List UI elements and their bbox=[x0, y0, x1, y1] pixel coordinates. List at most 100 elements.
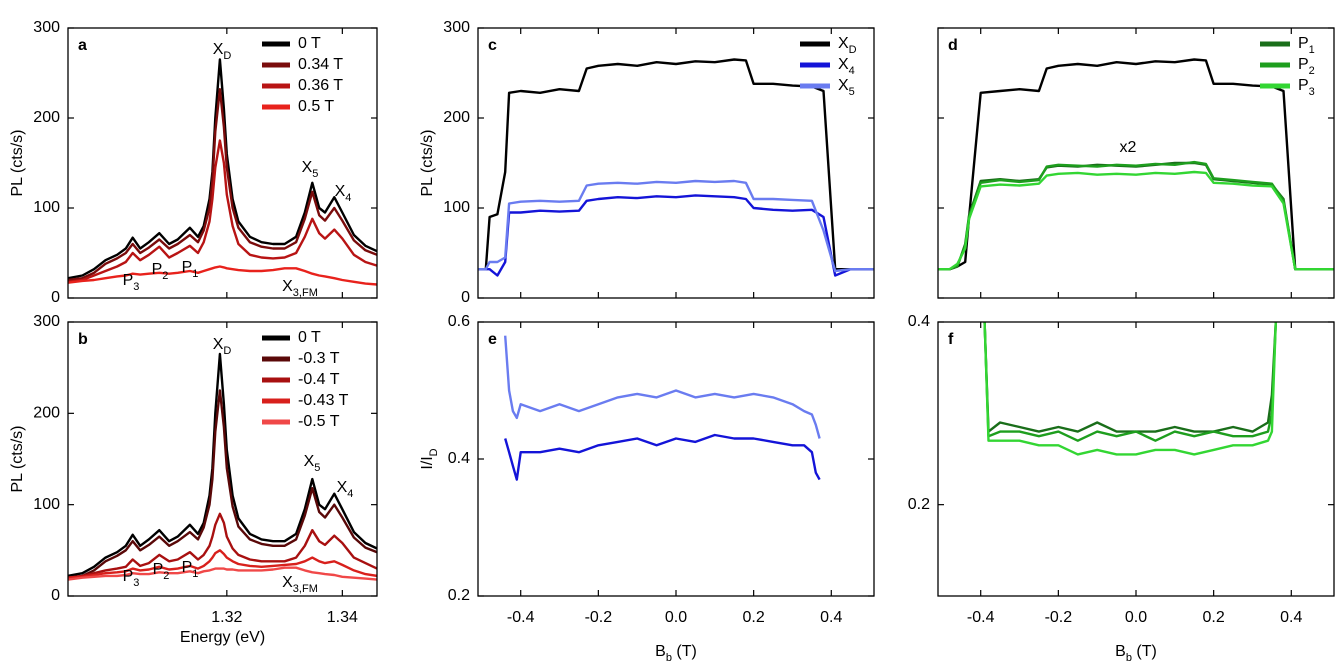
curve bbox=[68, 549, 377, 579]
y-axis-label: PL (cts/s) bbox=[419, 130, 436, 197]
plot-area bbox=[478, 58, 874, 277]
text-part: -0.5 T bbox=[298, 413, 340, 430]
subscript: 4 bbox=[849, 65, 855, 77]
legend-label: X5 bbox=[838, 77, 855, 98]
legend-label: X4 bbox=[838, 56, 855, 77]
text-part: X bbox=[337, 479, 348, 496]
x-axis-label: Bb (T) bbox=[655, 643, 697, 664]
subscript: D bbox=[223, 50, 231, 62]
subscript: 2 bbox=[162, 270, 168, 282]
text-part: -0.4 T bbox=[298, 371, 340, 388]
subscript: 3,FM bbox=[293, 583, 318, 595]
annotation: XD bbox=[213, 336, 232, 357]
plot-frame bbox=[937, 27, 1335, 299]
subscript: 5 bbox=[312, 168, 318, 180]
text-part: P bbox=[182, 259, 193, 276]
text-part: X bbox=[213, 336, 224, 353]
annotation: X5 bbox=[304, 453, 321, 474]
curve bbox=[478, 179, 874, 273]
text-part: B bbox=[655, 643, 666, 660]
y-tick-label: 200 bbox=[33, 405, 60, 422]
x-tick-label: -0.2 bbox=[1045, 609, 1073, 626]
x-tick-label: -0.4 bbox=[507, 609, 535, 626]
annotation: P2 bbox=[153, 561, 170, 582]
text-part: P bbox=[182, 559, 193, 576]
x-tick-label: 0.2 bbox=[1203, 609, 1225, 626]
annotation: X3,FM bbox=[282, 574, 318, 595]
x-tick-label: 1.34 bbox=[327, 609, 358, 626]
y-tick-label: 0 bbox=[51, 289, 60, 306]
panel-letter: b bbox=[78, 331, 88, 348]
plot-frame bbox=[67, 27, 378, 299]
y-axis-label: PL (cts/s) bbox=[9, 426, 26, 493]
text-part: 0 T bbox=[298, 329, 321, 346]
plot-area bbox=[68, 352, 377, 581]
y-axis-label: PL (cts/s) bbox=[9, 130, 26, 197]
text-part: Energy (eV) bbox=[180, 629, 265, 646]
curve bbox=[983, 322, 1277, 433]
text-part: 0.34 T bbox=[298, 56, 343, 73]
y-axis-label: I/ID bbox=[419, 448, 440, 469]
annotation: x2 bbox=[1120, 139, 1137, 156]
annotation: P1 bbox=[182, 559, 199, 580]
text-part: X bbox=[282, 278, 293, 295]
subscript: 4 bbox=[345, 192, 351, 204]
subscript: b bbox=[1126, 652, 1132, 664]
y-tick-label: 100 bbox=[33, 496, 60, 513]
x-tick-label: 0.0 bbox=[665, 609, 687, 626]
annotation: XD bbox=[213, 41, 232, 62]
curve bbox=[68, 389, 377, 579]
panel-letter: d bbox=[948, 37, 958, 54]
subscript: 4 bbox=[347, 488, 353, 500]
text-part: -0.3 T bbox=[298, 350, 340, 367]
curve bbox=[983, 322, 1277, 456]
curve bbox=[938, 58, 1334, 271]
subscript: D bbox=[849, 44, 857, 56]
legend-label: P1 bbox=[1298, 35, 1315, 56]
panel-letter: c bbox=[488, 37, 497, 54]
text-part: X bbox=[838, 56, 849, 73]
x-tick-label: 0.4 bbox=[1280, 609, 1302, 626]
panel-letter: a bbox=[78, 37, 87, 54]
annotation: X4 bbox=[337, 479, 354, 500]
legend-label: 0 T bbox=[298, 329, 321, 346]
subscript: 3 bbox=[1309, 86, 1315, 98]
text-part: X bbox=[838, 35, 849, 52]
curve bbox=[938, 170, 1334, 271]
plot-frame bbox=[937, 321, 1335, 597]
curve bbox=[504, 335, 821, 439]
y-tick-label: 200 bbox=[443, 109, 470, 126]
curve bbox=[68, 139, 377, 283]
legend-label: 0.5 T bbox=[298, 98, 334, 115]
annotation: P1 bbox=[182, 259, 199, 280]
text-part: -0.43 T bbox=[298, 392, 349, 409]
curve bbox=[68, 88, 377, 282]
text-part: 0 T bbox=[298, 35, 321, 52]
y-tick-label: 100 bbox=[443, 199, 470, 216]
legend-label: -0.4 T bbox=[298, 371, 340, 388]
x-tick-label: -0.2 bbox=[585, 609, 613, 626]
y-tick-label: 0.4 bbox=[908, 313, 930, 330]
text-part: X bbox=[302, 159, 313, 176]
text-part: 0.36 T bbox=[298, 77, 343, 94]
legend-label: -0.5 T bbox=[298, 413, 340, 430]
text-part: X bbox=[213, 41, 224, 58]
legend-label: 0.34 T bbox=[298, 56, 343, 73]
text-part: x2 bbox=[1120, 139, 1137, 156]
text-part: P bbox=[1298, 77, 1309, 94]
y-tick-label: 300 bbox=[443, 19, 470, 36]
y-tick-label: 0.4 bbox=[448, 450, 470, 467]
y-tick-label: 0.2 bbox=[908, 496, 930, 513]
plot-frame bbox=[67, 321, 378, 597]
x-tick-label: 0.2 bbox=[743, 609, 765, 626]
curve bbox=[938, 160, 1334, 271]
curve bbox=[68, 352, 377, 578]
text-part: P bbox=[152, 261, 163, 278]
legend-label: -0.43 T bbox=[298, 392, 349, 409]
panel-letter: e bbox=[488, 331, 497, 348]
text-part: (T) bbox=[1132, 643, 1157, 660]
legend-label: P3 bbox=[1298, 77, 1315, 98]
text-part: B bbox=[1115, 643, 1126, 660]
text-part: P bbox=[123, 568, 134, 585]
